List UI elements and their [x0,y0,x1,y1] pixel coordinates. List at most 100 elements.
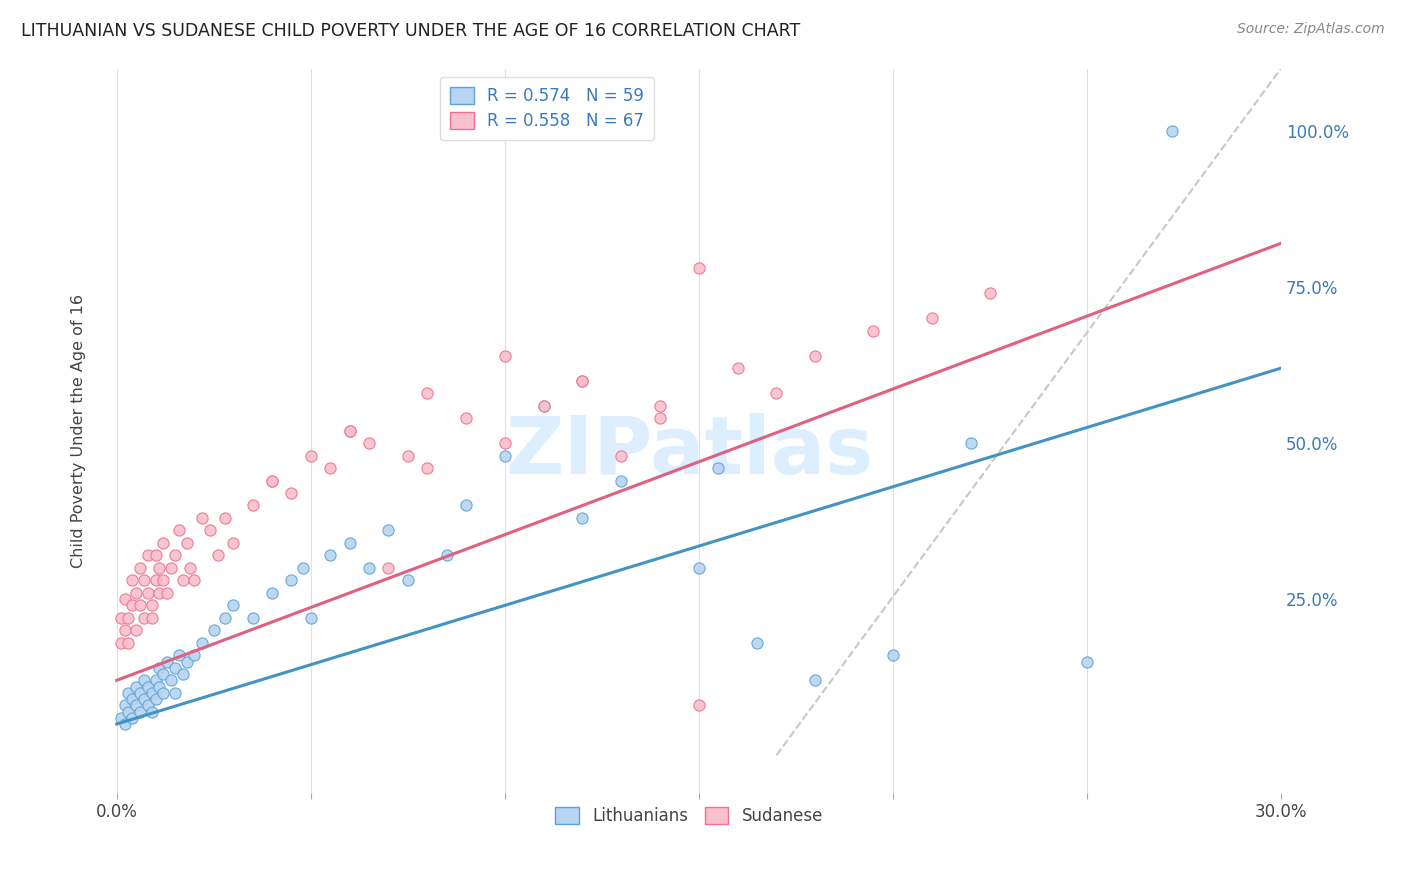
Text: Source: ZipAtlas.com: Source: ZipAtlas.com [1237,22,1385,37]
Point [121,692,143,706]
Point [207,549,229,563]
Point [280,486,302,500]
Point [145,673,167,688]
Point [959,436,981,450]
Point [152,574,174,588]
Point [129,561,152,575]
Point [222,536,245,550]
Point [148,586,170,600]
Point [396,449,419,463]
Point [571,374,593,388]
Point [222,599,245,613]
Point [292,561,315,575]
Point [416,461,439,475]
Point [862,324,884,338]
Point [136,698,159,713]
Point [688,561,710,575]
Point [110,711,132,725]
Point [339,424,361,438]
Point [172,574,194,588]
Point [299,611,322,625]
Point [167,648,190,663]
Point [117,686,139,700]
Point [152,667,174,681]
Point [141,686,163,700]
Point [610,474,633,488]
Point [688,261,710,276]
Point [416,386,439,401]
Point [882,648,904,663]
Point [494,436,516,450]
Point [163,661,186,675]
Point [357,561,380,575]
Point [160,561,183,575]
Point [125,698,148,713]
Point [141,599,163,613]
Point [132,692,155,706]
Point [114,698,136,713]
Point [377,561,399,575]
Point [125,586,148,600]
Point [172,667,194,681]
Point [110,611,132,625]
Point [494,349,516,363]
Point [1161,124,1184,138]
Point [121,574,143,588]
Point [533,399,555,413]
Point [765,386,787,401]
Point [299,449,322,463]
Point [117,705,139,719]
Point [145,549,167,563]
Point [214,511,236,525]
Legend: Lithuanians, Sudanese: Lithuanians, Sudanese [546,797,832,835]
Point [260,474,283,488]
Point [319,461,342,475]
Point [688,698,710,713]
Point [242,499,264,513]
Point [339,536,361,550]
Point [280,574,302,588]
Point [141,705,163,719]
Point [242,611,264,625]
Point [160,673,183,688]
Point [125,624,148,638]
Point [339,424,361,438]
Point [804,349,827,363]
Point [610,449,633,463]
Point [132,673,155,688]
Point [454,499,477,513]
Point [148,680,170,694]
Point [136,549,159,563]
Point [260,474,283,488]
Point [156,586,179,600]
Point [145,574,167,588]
Point [163,686,186,700]
Point [183,574,205,588]
Point [921,311,943,326]
Point [214,611,236,625]
Point [727,361,749,376]
Point [136,586,159,600]
Point [648,411,671,425]
Point [163,549,186,563]
Point [198,524,221,538]
Point [202,624,225,638]
Point [191,636,214,650]
Point [804,673,827,688]
Point [436,549,458,563]
Point [114,624,136,638]
Point [110,636,132,650]
Point [1076,655,1098,669]
Point [121,711,143,725]
Point [121,599,143,613]
Point [377,524,399,538]
Point [129,705,152,719]
Point [129,686,152,700]
Point [191,511,214,525]
Point [117,636,139,650]
Point [156,655,179,669]
Point [141,611,163,625]
Point [117,611,139,625]
Point [114,592,136,607]
Point [357,436,380,450]
